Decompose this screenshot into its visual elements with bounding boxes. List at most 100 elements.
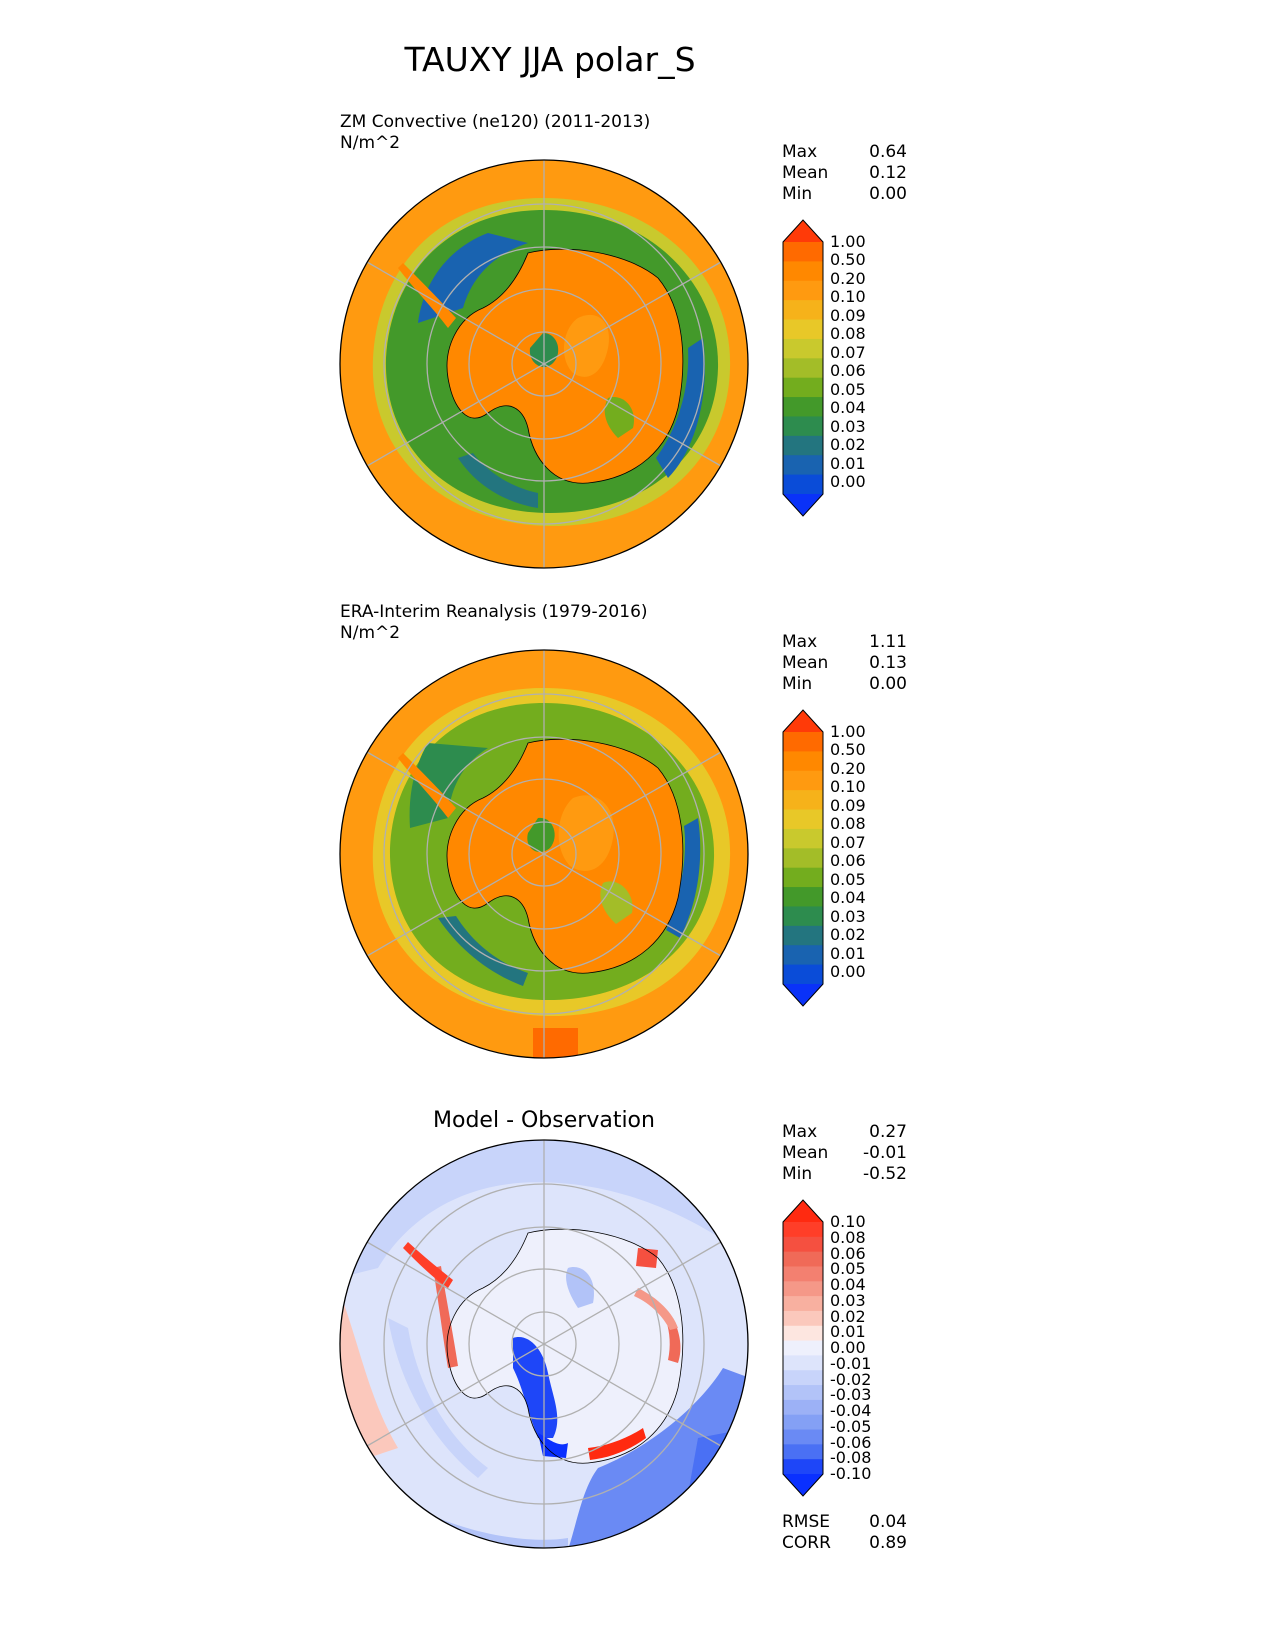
colorbar-tick-label: 0.01 (830, 453, 866, 473)
colorbar-tick-label: -0.03 (830, 1385, 872, 1405)
colorbar-extend-min (783, 494, 823, 516)
colorbar-tick-label: -0.01 (830, 1353, 872, 1373)
stat-max-label: Max (782, 1122, 818, 1142)
colorbar-segment (783, 751, 823, 772)
stat-min-value: 0.00 (869, 674, 907, 694)
graticule (366, 160, 722, 568)
stat-min-value: 0.00 (869, 184, 907, 204)
stat-max-label: Max (782, 632, 818, 652)
colorbar-tick-label: 0.20 (830, 268, 866, 288)
colorbar-segment (783, 1236, 823, 1253)
colorbar-tick-label: 0.06 (830, 361, 866, 381)
colorbar-segment (783, 828, 823, 849)
colorbar-tick-label: -0.06 (830, 1432, 872, 1452)
colorbar-segment (783, 770, 823, 791)
graticule (366, 1140, 722, 1548)
colorbar-tick-label: -0.02 (830, 1369, 872, 1389)
colorbar-tick-label: 0.00 (830, 472, 866, 491)
coastline (446, 738, 684, 974)
colorbar-tick-label: 0.10 (830, 287, 866, 307)
stat-mean-label: Mean (782, 163, 829, 183)
map-boundary (339, 1139, 749, 1549)
colorbar-segment (783, 300, 823, 321)
panel-3-stats: Max 0.27 Mean -0.01 Min -0.52 (782, 1122, 907, 1185)
map-boundary (339, 649, 749, 1059)
colorbar-segment (783, 1370, 823, 1386)
panel-2-polar-map (339, 649, 749, 1059)
stat-max-value: 0.27 (869, 1122, 907, 1142)
colorbar-segment (783, 1340, 823, 1356)
corr-label: CORR (782, 1533, 831, 1553)
colorbar-tick-label: 0.09 (830, 795, 866, 815)
colorbar-segment (783, 1399, 823, 1416)
colorbar-segment (783, 377, 823, 398)
panel-2-stats: Max 1.11 Mean 0.13 Min 0.00 (782, 632, 907, 695)
panel-1-polar-map (339, 159, 749, 569)
colorbar-tick-label: 0.06 (830, 1243, 866, 1263)
stat-min-label: Min (782, 1164, 813, 1184)
colorbar-tick-label: 0.10 (830, 1212, 866, 1231)
stat-mean-value: 0.13 (869, 653, 907, 673)
colorbar-tick-label: 0.09 (830, 305, 866, 325)
colorbar-segment (783, 1355, 823, 1371)
stat-mean-label: Mean (782, 1143, 829, 1163)
colorbar-segment (783, 1296, 823, 1312)
stat-mean-value: 0.12 (869, 163, 907, 183)
panel-2-title: ERA-Interim Reanalysis (1979-2016) N/m^2 (340, 602, 648, 643)
colorbar-tick-label: 0.07 (830, 832, 866, 852)
colorbar-tick-label: 0.00 (830, 962, 866, 981)
colorbar-segment (783, 809, 823, 830)
coastline (446, 248, 684, 484)
colorbar-segment (783, 319, 823, 340)
colorbar-segment (783, 397, 823, 417)
stat-mean-label: Mean (782, 653, 829, 673)
colorbar-tick-label: 0.02 (830, 435, 866, 455)
colorbar-tick-label: 0.04 (830, 888, 866, 908)
stat-min-label: Min (782, 184, 813, 204)
colorbar-tick-label: 0.20 (830, 758, 866, 778)
colorbar-outline (782, 1199, 824, 1497)
panel-3-metrics: RMSE 0.04 CORR 0.89 (782, 1512, 907, 1554)
colorbar-tick-label: 0.01 (830, 1322, 866, 1342)
stat-max-label: Max (782, 142, 818, 162)
panel-1-title: ZM Convective (ne120) (2011-2013) N/m^2 (340, 112, 651, 153)
colorbar-segment (783, 925, 823, 946)
rmse-value: 0.04 (869, 1512, 907, 1532)
panel-3-title: Model - Observation (433, 1108, 655, 1133)
colorbar-segment (783, 1266, 823, 1282)
colorbar-tick-label: 0.10 (830, 777, 866, 797)
colorbar-segment (783, 242, 823, 262)
colorbar-segment (783, 261, 823, 282)
colorbar-tick-label: -0.05 (830, 1416, 872, 1436)
colorbar-tick-label: 0.04 (830, 1275, 866, 1294)
colorbar-extend-min (783, 1474, 823, 1496)
colorbar-extend-max (783, 710, 823, 732)
stat-max-value: 0.64 (869, 142, 907, 162)
colorbar-tick-label: 0.04 (830, 398, 866, 418)
colorbar-segment (783, 848, 823, 869)
colorbar-tick-label: 0.05 (830, 869, 866, 889)
colorbar-segment (783, 338, 823, 359)
colorbar-tick-label: -0.08 (830, 1448, 872, 1468)
colorbar-tick-label: 1.00 (830, 722, 866, 741)
colorbar-segment (783, 1310, 823, 1327)
colorbar-tick-label: 0.01 (830, 943, 866, 963)
colorbar-tick-label: 0.05 (830, 1259, 866, 1279)
colorbar-tick-label: 1.00 (830, 232, 866, 251)
panel-3-colorbar-labels: 0.10 0.08 0.06 0.05 0.04 0.03 0.02 0.01 0.00 -0.0… (830, 1214, 900, 1482)
colorbar-extend-min (783, 984, 823, 1006)
panel-3-polar-map (339, 1139, 749, 1549)
colorbar-segment (783, 1222, 823, 1238)
colorbar-tick-label: 0.08 (830, 814, 866, 834)
rmse-label: RMSE (782, 1512, 831, 1532)
panel-3-colorbar (782, 1199, 824, 1497)
colorbar-segment (783, 887, 823, 907)
panel-1-colorbar (782, 219, 824, 517)
stat-min-label: Min (782, 674, 813, 694)
colorbar-segment (783, 906, 823, 927)
map-boundary (339, 159, 749, 569)
colorbar-tick-label: 0.05 (830, 379, 866, 399)
stat-mean-value: -0.01 (863, 1143, 907, 1163)
colorbar-tick-label: -0.04 (830, 1401, 872, 1420)
colorbar-tick-label: 0.02 (830, 925, 866, 945)
